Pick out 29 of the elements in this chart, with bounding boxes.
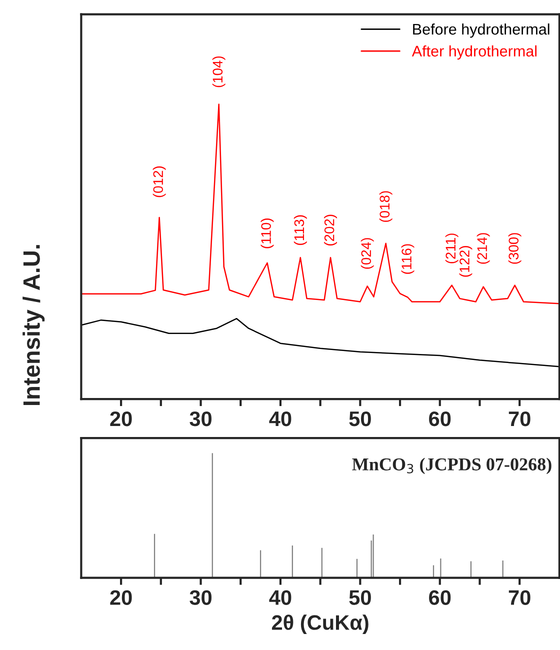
- x-tick-label: 20: [110, 411, 132, 426]
- annotation: (018): [379, 191, 392, 222]
- x-tick-label: 30: [190, 590, 212, 605]
- x-tick-label: 40: [269, 411, 292, 426]
- x-tick-label: 20: [110, 590, 132, 605]
- annotation: (113): [294, 215, 307, 245]
- annotation: (122): [459, 246, 472, 277]
- x-tick-label: 70: [508, 590, 530, 605]
- annotation: (116): [401, 244, 414, 274]
- annotation: (300): [508, 233, 522, 264]
- x-tick-label: 50: [349, 411, 371, 426]
- x-tick-label: 30: [190, 411, 212, 426]
- x-tick-label: 60: [429, 411, 451, 426]
- annotation: MnCO$_{3}$ (JCPDS 07-0268): [352, 458, 552, 474]
- x-tick-label: 50: [349, 590, 371, 605]
- annotation: (012): [152, 166, 166, 198]
- x-tick-label: 40: [269, 590, 292, 605]
- annotation: (104): [212, 56, 226, 88]
- annotation: (024): [360, 238, 374, 269]
- x-tick-label: 70: [508, 411, 530, 426]
- legend-label: Before hydrothermal: [413, 23, 550, 38]
- legend-label: After hydrothermal: [412, 45, 537, 60]
- x-tick-label: 60: [429, 590, 451, 605]
- x-axis-title: 2θ (CuKα): [272, 614, 368, 634]
- annotation: (214): [476, 233, 490, 264]
- annotation: (202): [324, 214, 337, 246]
- y-axis-title: Intensity / A.U.: [22, 245, 45, 405]
- annotation: (211): [445, 234, 458, 264]
- annotation: (110): [260, 218, 274, 248]
